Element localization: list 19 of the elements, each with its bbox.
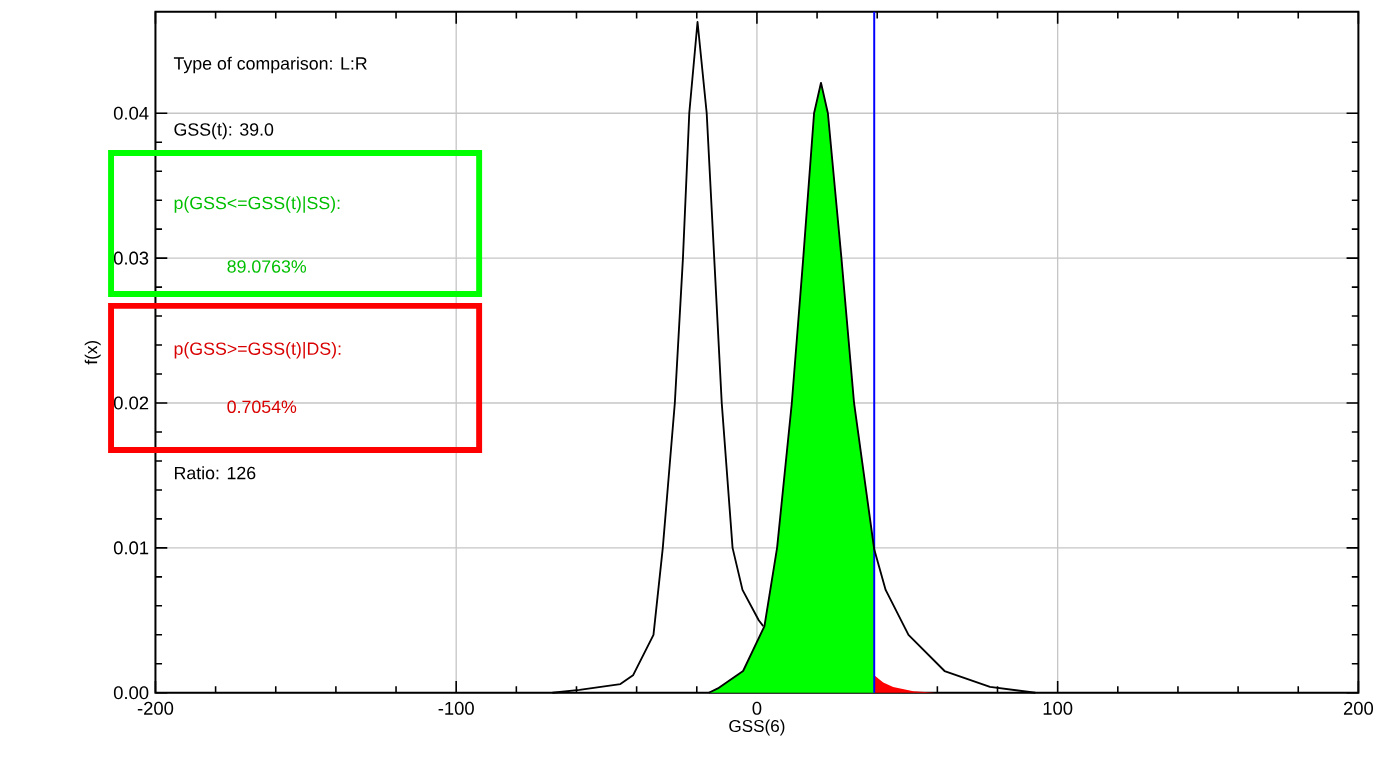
y-tick-label: 0.01 — [113, 541, 149, 555]
annotation: 89.0763% — [227, 260, 307, 273]
annotation: p(GSS>=GSS(t)|DS): — [174, 342, 341, 359]
x-tick-label: 200 — [1343, 701, 1374, 716]
annotation: GSS(t): 39.0 — [174, 122, 274, 140]
annotation: 0.7054% — [227, 400, 297, 414]
x-axis-title: GSS(6) — [729, 719, 785, 736]
y-tick-label: 0.02 — [113, 396, 149, 410]
x-tick-label: 100 — [1043, 701, 1073, 716]
y-tick-label: 0.04 — [113, 106, 149, 120]
x-tick-label: -100 — [438, 701, 474, 716]
annotation: p(GSS<=GSS(t)|SS): — [174, 196, 340, 214]
y-axis-title: f(x) — [84, 341, 101, 365]
y-tick-label: 0.03 — [113, 251, 149, 265]
y-tick-label: 0.00 — [113, 686, 149, 700]
annotation: Ratio: 126 — [174, 466, 256, 480]
annotation: Type of comparison: L:R — [173, 56, 367, 74]
x-tick-label: 0 — [752, 701, 762, 716]
x-tick-label: -200 — [137, 701, 174, 716]
